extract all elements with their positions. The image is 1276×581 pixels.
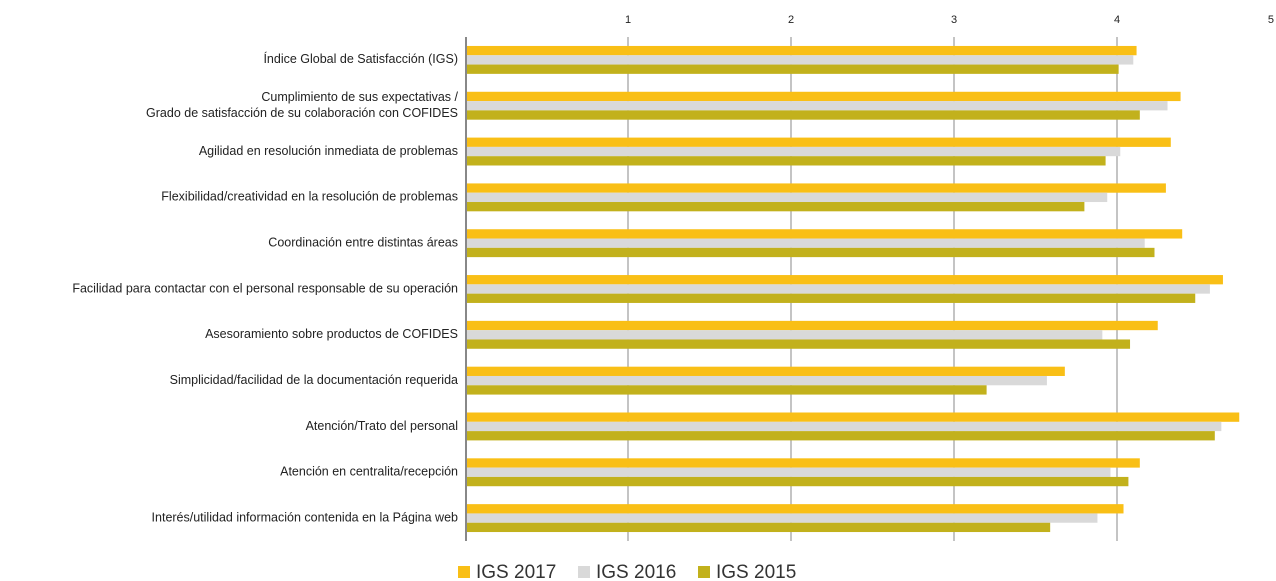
x-tick-label: 4: [1114, 14, 1120, 26]
bar: [465, 91, 1181, 102]
bar: [465, 55, 1134, 65]
bar: [465, 101, 1168, 111]
category-label: Cumplimiento de sus expectativas /: [261, 90, 458, 104]
category-label: Atención en centralita/recepción: [280, 465, 458, 479]
category-label: Interés/utilidad información contenida e…: [152, 510, 458, 524]
category-label: Flexibilidad/creatividad en la resolució…: [161, 190, 458, 204]
bar: [465, 45, 1137, 56]
bar: [465, 275, 1223, 285]
bar: [465, 137, 1171, 147]
bar: [465, 421, 1222, 432]
bar: [465, 375, 1047, 386]
bar: [465, 366, 1065, 376]
category-label: Índice Global de Satisfacción (IGS): [263, 51, 458, 66]
category-label: Facilidad para contactar con el personal…: [72, 281, 458, 295]
bar: [465, 247, 1155, 258]
legend-label: IGS 2016: [596, 562, 676, 581]
legend-swatch: [578, 566, 590, 578]
bar: [465, 467, 1111, 477]
bar: [465, 458, 1140, 468]
bar: [465, 320, 1158, 331]
category-label: Agilidad en resolución inmediata de prob…: [199, 144, 458, 158]
bar: [465, 431, 1215, 441]
category-label: Grado de satisfacción de su colaboración…: [146, 106, 458, 120]
category-label: Atención/Trato del personal: [306, 419, 458, 433]
bar: [465, 293, 1196, 303]
bar: [465, 522, 1051, 533]
bar: [465, 412, 1240, 422]
bar: [465, 238, 1145, 248]
bar: [465, 156, 1106, 166]
bar: [465, 284, 1210, 294]
bar: [465, 330, 1103, 340]
bar: [465, 192, 1108, 203]
bar: [465, 64, 1119, 74]
bar: [465, 229, 1183, 239]
bar: [465, 183, 1166, 193]
x-tick-label: 2: [788, 14, 794, 26]
category-label: Coordinación entre distintas áreas: [268, 235, 458, 249]
legend-label: IGS 2017: [476, 562, 556, 581]
legend-swatch: [698, 566, 710, 578]
category-label: Simplicidad/facilidad de la documentació…: [170, 373, 458, 387]
bar: [465, 513, 1098, 523]
category-label: Asesoramiento sobre productos de COFIDES: [205, 327, 458, 341]
bar: [465, 146, 1121, 157]
bar: [465, 476, 1129, 487]
legend-label: IGS 2015: [716, 562, 796, 581]
x-tick-label: 5: [1268, 14, 1274, 26]
bar: [465, 339, 1131, 349]
x-tick-label: 1: [625, 14, 631, 26]
bar: [465, 504, 1124, 514]
bar: [465, 202, 1085, 212]
legend: IGS 2017 IGS 2016 IGS 2015: [458, 562, 796, 581]
legend-swatch: [458, 566, 470, 578]
x-tick-label: 3: [951, 14, 957, 26]
bar: [465, 110, 1140, 120]
bar: [465, 385, 987, 395]
